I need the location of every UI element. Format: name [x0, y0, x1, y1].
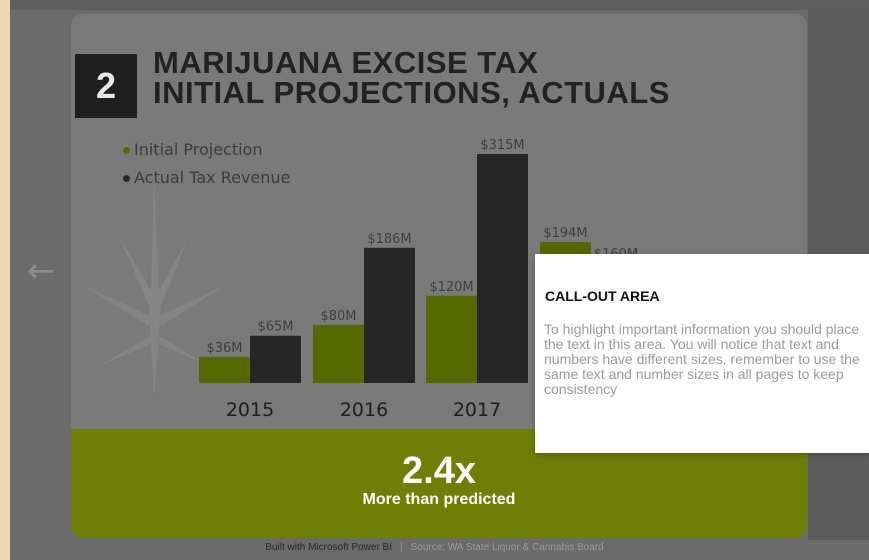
data-label: $36M [206, 341, 242, 356]
title-line-2: INITIAL PROJECTIONS, ACTUALS [153, 75, 670, 110]
x-tick-label: 2016 [340, 399, 388, 421]
callout-box: CALL-OUT AREA To highlight important inf… [535, 254, 869, 453]
chart-legend: Initial Projection Actual Tax Revenue [123, 136, 290, 192]
data-label: $120M [429, 280, 473, 295]
data-label: $186M [367, 232, 411, 247]
legend-swatch-dark [123, 174, 130, 182]
title-line-1: MARIJUANA EXCISE TAX [153, 45, 539, 80]
data-label: $65M [257, 320, 293, 335]
previous-arrow-icon[interactable]: ← [26, 251, 56, 291]
bar-projection-2017 [426, 295, 477, 383]
callout-title: CALL-OUT AREA [545, 288, 660, 304]
footer: Built with Microsoft Power BI | Source: WA… [0, 542, 869, 553]
bar-projection-2016 [313, 324, 364, 383]
slide-number-badge: 2 [75, 54, 137, 118]
data-label: $194M [543, 226, 587, 241]
highlight-value: 2.4x [402, 450, 476, 492]
bar-projection-2015 [199, 356, 250, 383]
legend-swatch-green [123, 146, 130, 154]
left-margin-strip [0, 0, 10, 560]
highlight-caption: More than predicted [362, 491, 516, 508]
footer-separator: | [400, 542, 403, 553]
bar-actual-2016 [364, 247, 415, 383]
x-tick-label: 2015 [226, 399, 274, 421]
x-tick-label: 2017 [453, 399, 501, 421]
bar-actual-2017 [477, 154, 528, 383]
data-label: $80M [320, 309, 356, 324]
slide-title: MARIJUANA EXCISE TAX INITIAL PROJECTIONS… [153, 45, 670, 110]
callout-body: To highlight important information you s… [544, 321, 860, 397]
legend-label: Initial Projection [134, 140, 263, 159]
built-with-power-bi-link[interactable]: Built with Microsoft Power BI [265, 542, 393, 553]
legend-item-actual-tax-revenue: Actual Tax Revenue [123, 164, 290, 192]
footer-source: Source: WA State Liquor & Cannabis Board [410, 542, 604, 553]
bar-actual-2015 [250, 335, 301, 383]
legend-item-initial-projection: Initial Projection [123, 136, 290, 164]
legend-label: Actual Tax Revenue [134, 168, 291, 187]
cannabis-leaf-icon [84, 176, 224, 401]
top-bar [10, 0, 869, 10]
data-label: $315M [480, 138, 524, 153]
